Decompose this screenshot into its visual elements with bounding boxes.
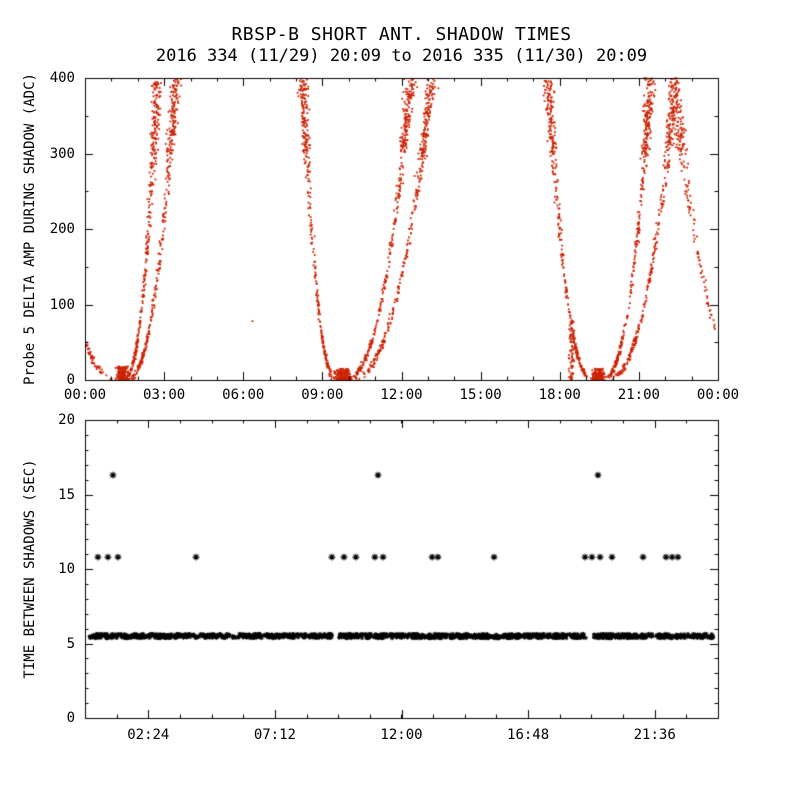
y-tick-label: 10 xyxy=(58,561,75,577)
x-tick-label: 15:00 xyxy=(459,387,502,403)
x-tick-label: 00:00 xyxy=(63,387,107,403)
x-tick-label: 21:00 xyxy=(617,387,660,403)
x-tick-label: 00:00 xyxy=(696,387,740,403)
y-tick-label: 20 xyxy=(58,412,75,428)
x-tick-label: 02:24 xyxy=(127,727,170,743)
x-tick-label: 09:00 xyxy=(301,387,344,403)
x-tick-label: 18:00 xyxy=(538,387,581,403)
x-tick-label: 16:48 xyxy=(507,727,550,743)
x-tick-label: 12:00 xyxy=(380,727,423,743)
bottom-y-axis-label: TIME BETWEEN SHADOWS (SEC) xyxy=(22,459,38,679)
x-tick-label: 06:00 xyxy=(222,387,265,403)
x-tick-label: 21:36 xyxy=(633,727,676,743)
top-y-axis-label: Probe 5 DELTA AMP DURING SHADOW (ADC) xyxy=(22,73,38,385)
x-tick-label: 07:12 xyxy=(253,727,296,743)
y-tick-label: 100 xyxy=(49,296,75,313)
y-tick-label: 0 xyxy=(66,372,75,388)
y-tick-label: 5 xyxy=(66,635,75,652)
y-tick-label: 300 xyxy=(49,145,75,162)
x-tick-label: 03:00 xyxy=(143,387,186,403)
y-tick-label: 200 xyxy=(49,221,75,237)
y-tick-label: 0 xyxy=(66,710,75,726)
x-tick-label: 12:00 xyxy=(380,387,423,403)
y-tick-label: 15 xyxy=(58,486,75,503)
chart-title: RBSP-B SHORT ANT. SHADOW TIMES xyxy=(231,24,572,45)
y-tick-label: 400 xyxy=(49,70,75,86)
chart-subtitle: 2016 334 (11/29) 20:09 to 2016 335 (11/3… xyxy=(155,46,648,66)
